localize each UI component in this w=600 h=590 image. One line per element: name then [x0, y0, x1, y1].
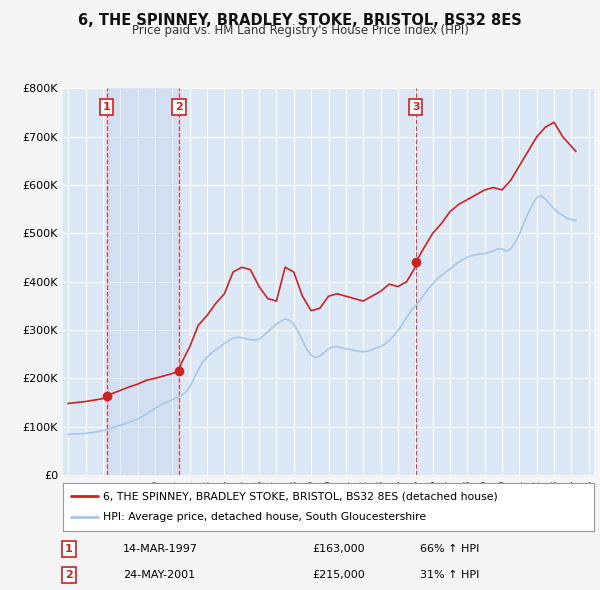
Text: 2: 2: [175, 102, 183, 112]
Text: 31% ↑ HPI: 31% ↑ HPI: [420, 570, 479, 579]
Bar: [107, 88, 179, 475]
Text: £163,000: £163,000: [312, 544, 365, 553]
Text: 24-MAY-2001: 24-MAY-2001: [123, 570, 195, 579]
Text: 1: 1: [103, 102, 110, 112]
Text: 2: 2: [65, 570, 73, 579]
Text: 66% ↑ HPI: 66% ↑ HPI: [420, 544, 479, 553]
Text: Price paid vs. HM Land Registry's House Price Index (HPI): Price paid vs. HM Land Registry's House …: [131, 24, 469, 37]
Text: 14-MAR-1997: 14-MAR-1997: [123, 544, 198, 553]
Text: 6, THE SPINNEY, BRADLEY STOKE, BRISTOL, BS32 8ES (detached house): 6, THE SPINNEY, BRADLEY STOKE, BRISTOL, …: [103, 491, 497, 501]
Text: 6, THE SPINNEY, BRADLEY STOKE, BRISTOL, BS32 8ES: 6, THE SPINNEY, BRADLEY STOKE, BRISTOL, …: [78, 13, 522, 28]
Text: 1: 1: [65, 544, 73, 553]
Text: HPI: Average price, detached house, South Gloucestershire: HPI: Average price, detached house, Sout…: [103, 513, 426, 523]
Text: 3: 3: [412, 102, 419, 112]
Text: £215,000: £215,000: [312, 570, 365, 579]
